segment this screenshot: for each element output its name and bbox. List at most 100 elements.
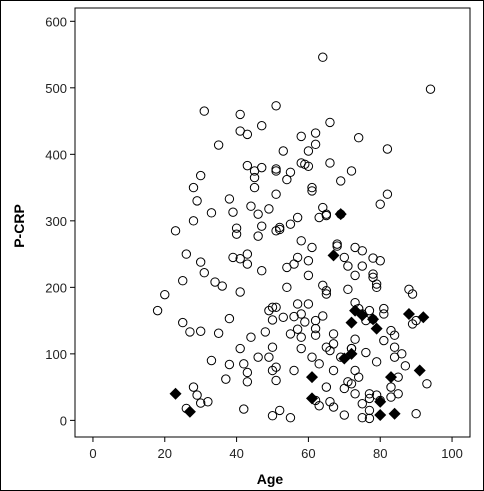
y-axis-title: P-CRP (11, 204, 27, 248)
scatter-point-circle (210, 277, 220, 287)
scatter-point-circle (310, 330, 321, 340)
plot-border (74, 7, 471, 438)
scatter-point-diamond (402, 307, 415, 320)
scatter-point-circle (213, 140, 224, 150)
scatter-point-circle (325, 397, 335, 407)
scatter-point-circle (328, 365, 339, 376)
scatter-point-circle (285, 219, 296, 229)
scatter-point-circle (339, 410, 350, 420)
scatter-point-circle (296, 131, 306, 142)
scatter-point-circle (375, 256, 385, 266)
scatter-point-circle (231, 223, 242, 233)
scatter-point-circle (371, 282, 382, 293)
scatter-point-circle (310, 323, 321, 334)
scatter-point-circle (278, 312, 288, 322)
scatter-point-circle (178, 317, 188, 328)
scatter-point-circle (303, 161, 314, 171)
scatter-point-circle (152, 305, 163, 316)
scatter-point-circle (203, 397, 213, 407)
scatter-point-circle (328, 339, 339, 349)
scatter-point-diamond (327, 249, 340, 262)
scatter-point-circle (271, 362, 281, 372)
scatter-point-circle (267, 302, 278, 313)
scatter-point-diamond (374, 409, 387, 422)
x-axis-title: Age (257, 471, 284, 487)
scatter-point-circle (303, 256, 314, 266)
scatter-point-circle (318, 280, 328, 291)
scatter-point-circle (350, 389, 360, 399)
scatter-point-diamond (385, 371, 397, 384)
scatter-point-circle (371, 390, 382, 400)
scatter-point-circle (314, 401, 324, 411)
scatter-point-circle (357, 261, 367, 271)
scatter-point-circle (199, 268, 209, 278)
scatter-point-circle (411, 315, 421, 326)
scatter-point-circle (195, 257, 206, 267)
scatter-point-circle (192, 196, 202, 206)
scatter-point-circle (235, 287, 245, 297)
scatter-point-circle (231, 229, 242, 239)
scatter-point-circle (296, 332, 306, 342)
scatter-point-circle (242, 367, 253, 378)
scatter-point-circle (292, 299, 303, 309)
scatter-point-circle (192, 390, 202, 400)
scatter-point-circle (346, 166, 357, 176)
scatter-point-circle (257, 221, 267, 231)
scatter-point-circle (285, 413, 296, 423)
scatter-point-circle (300, 317, 310, 327)
scatter-point-circle (188, 216, 199, 226)
scatter-point-diamond (370, 322, 383, 335)
y-tick-label: 500 (45, 81, 67, 96)
scatter-point-circle (353, 372, 364, 382)
scatter-point-circle (379, 309, 389, 319)
scatter-point-circle (307, 182, 317, 193)
scatter-point-circle (170, 226, 181, 236)
scatter-point-circle (328, 329, 339, 339)
scatter-point-circle (213, 328, 224, 338)
scatter-point-circle (267, 342, 278, 352)
x-tick-label: 80 (373, 446, 387, 461)
scatter-point-circle (296, 236, 306, 246)
scatter-point-circle (407, 319, 418, 329)
scatter-point-diamond (306, 392, 318, 405)
scatter-point-diamond (413, 364, 426, 377)
scatter-point-circle (393, 389, 403, 399)
scatter-point-circle (310, 128, 321, 138)
scatter-point-circle (314, 359, 324, 369)
scatter-point-circle (292, 252, 303, 263)
scatter-point-circle (371, 279, 382, 289)
scatter-point-circle (325, 117, 335, 128)
scatter-point-circle (382, 189, 393, 199)
scatter-point-circle (271, 375, 281, 386)
scatter-point-circle (411, 409, 421, 419)
scatter-point-circle (242, 129, 253, 140)
y-tick-label: 600 (45, 14, 67, 29)
scatter-point-circle (307, 242, 317, 253)
scatter-point-circle (328, 402, 339, 412)
scatter-point-circle (195, 398, 206, 408)
scatter-point-circle (264, 204, 274, 214)
y-tick-label: 200 (45, 280, 67, 295)
scatter-point-circle (249, 182, 260, 193)
scatter-point-circle (260, 327, 271, 337)
scatter-point-circle (336, 176, 346, 186)
scatter-point-diamond (417, 311, 430, 324)
scatter-point-circle (235, 109, 245, 120)
scatter-point-diamond (183, 405, 196, 418)
scatter-point-circle (257, 162, 267, 173)
scatter-point-circle (188, 382, 199, 392)
scatter-point-circle (242, 259, 253, 269)
scatter-point-circle (364, 413, 375, 424)
scatter-point-circle (235, 254, 245, 264)
scatter-point-circle (185, 327, 195, 337)
scatter-point-circle (271, 164, 281, 174)
x-tick-label: 60 (301, 446, 315, 461)
scatter-point-circle (346, 379, 357, 389)
scatter-point-circle (357, 246, 367, 256)
scatter-point-circle (397, 349, 407, 359)
scatter-point-circle (246, 201, 256, 211)
scatter-point-circle (321, 285, 332, 296)
scatter-point-circle (271, 189, 281, 199)
y-tick-label: 0 (60, 413, 67, 428)
